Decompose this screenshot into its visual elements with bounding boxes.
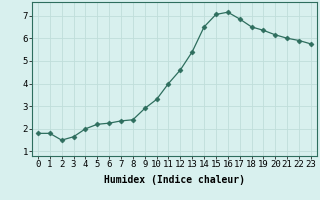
X-axis label: Humidex (Indice chaleur): Humidex (Indice chaleur) xyxy=(104,175,245,185)
